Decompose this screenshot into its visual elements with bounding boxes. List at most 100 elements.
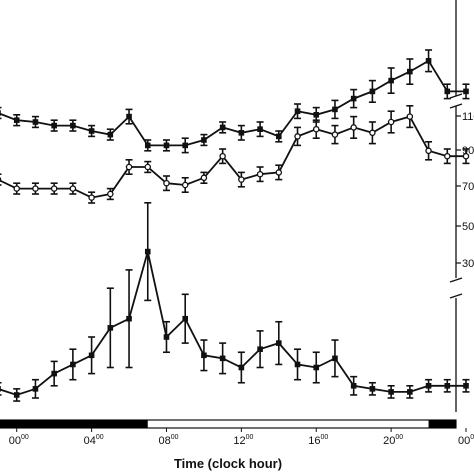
blood-pressure-point — [13, 185, 20, 192]
heart-rate-point — [425, 58, 432, 64]
activity-point — [238, 364, 245, 371]
activity-line — [0, 251, 466, 396]
axis-break — [449, 103, 463, 109]
heart-rate-point — [13, 117, 20, 123]
blood-pressure-point — [425, 147, 432, 155]
activity-point — [294, 361, 301, 368]
right-axis-tick-label: 50 — [462, 221, 474, 233]
activity-point — [51, 370, 57, 377]
heart-rate-series — [0, 49, 470, 154]
axis-break — [449, 277, 463, 283]
activity-point — [13, 392, 20, 398]
blood-pressure-point — [350, 124, 357, 131]
activity-series — [0, 202, 470, 402]
heart-rate-point — [163, 142, 170, 149]
dark-period — [428, 420, 456, 428]
heart-rate-point — [294, 108, 301, 114]
activity-point — [219, 355, 226, 362]
activity-point — [126, 315, 132, 322]
x-axis-ticks: 0000 0400 0800 1200 1600 2000 0000 — [9, 428, 474, 447]
activity-point — [257, 346, 263, 352]
heart-rate-point — [0, 110, 1, 116]
heart-rate-point — [463, 88, 469, 95]
activity-point — [32, 386, 39, 392]
right-axis-tick-label: 90 — [462, 145, 474, 157]
activity-point — [88, 352, 95, 359]
activity-point — [144, 248, 151, 255]
activity-point — [0, 386, 1, 392]
blood-pressure-point — [294, 133, 301, 140]
activity-point — [313, 364, 320, 371]
activity-point — [425, 383, 432, 389]
heart-rate-point — [369, 88, 376, 95]
blood-pressure-point — [200, 174, 208, 182]
heart-rate-point — [51, 122, 57, 129]
blood-pressure-point — [125, 163, 133, 171]
activity-point — [276, 340, 282, 346]
heart-rate-point — [88, 128, 95, 134]
blood-pressure-point — [275, 169, 283, 176]
x-axis-tick-label: 2000 — [383, 434, 403, 447]
blood-pressure-point — [144, 163, 152, 171]
x-axis-tick-label: 1200 — [233, 434, 253, 447]
x-axis-tick-label: 0800 — [158, 434, 178, 447]
blood-pressure-point — [50, 185, 58, 192]
x-axis-tick-label: 1600 — [308, 434, 328, 447]
blood-pressure-point — [256, 170, 264, 178]
heart-rate-point — [126, 113, 132, 120]
x-axis-tick-label: 0400 — [84, 434, 104, 447]
blood-pressure-point — [387, 118, 395, 126]
blood-pressure-point — [444, 152, 451, 160]
activity-point — [70, 361, 76, 368]
blood-pressure-point — [406, 113, 414, 120]
blood-pressure-point — [331, 131, 339, 138]
heart-rate-point — [313, 112, 320, 118]
heart-rate-point — [182, 142, 188, 149]
blood-pressure-point — [238, 176, 245, 183]
blood-pressure-point — [163, 179, 170, 187]
blood-pressure-point — [369, 129, 376, 137]
blood-pressure-point — [312, 125, 320, 133]
blood-pressure-point — [0, 177, 2, 183]
heart-rate-point — [444, 88, 451, 95]
heart-rate-line — [0, 59, 466, 147]
right-axis-tick-label: 70 — [462, 181, 474, 193]
blood-pressure-series — [0, 105, 470, 204]
activity-point — [201, 352, 207, 359]
blood-pressure-point — [32, 185, 39, 192]
axis-break — [449, 293, 463, 299]
light-dark-bar — [0, 419, 457, 429]
x-axis-label: Time (clock hour) — [174, 456, 282, 471]
blood-pressure-point — [462, 152, 470, 160]
activity-point — [163, 334, 170, 340]
heart-rate-point — [238, 130, 245, 136]
heart-rate-point — [257, 126, 263, 132]
heart-rate-point — [201, 137, 207, 143]
heart-rate-point — [70, 122, 76, 129]
heart-rate-point — [332, 106, 338, 113]
x-axis-tick-label: 0000 — [458, 434, 474, 447]
lower-panel — [0, 202, 470, 402]
activity-point — [463, 383, 469, 389]
right-axis-tick-label: 30 — [462, 258, 474, 270]
blood-pressure-point — [107, 190, 114, 198]
heart-rate-point — [144, 142, 151, 149]
right-axis: 110 90 70 50 30 — [449, 0, 474, 412]
heart-rate-point — [219, 124, 226, 131]
heart-rate-point — [388, 77, 394, 84]
blood-pressure-point — [181, 181, 189, 189]
activity-point — [332, 355, 338, 362]
upper-panel — [0, 49, 470, 204]
activity-point — [369, 386, 376, 392]
axis-break — [449, 93, 463, 99]
activity-point — [182, 315, 188, 322]
blood-pressure-point — [219, 152, 226, 160]
dark-period — [0, 420, 148, 428]
x-axis-tick-label: 0000 — [9, 434, 29, 447]
activity-point — [407, 389, 413, 395]
blood-pressure-point — [69, 185, 77, 192]
activity-point — [444, 383, 451, 389]
heart-rate-point — [407, 68, 413, 75]
activity-point — [107, 325, 114, 331]
